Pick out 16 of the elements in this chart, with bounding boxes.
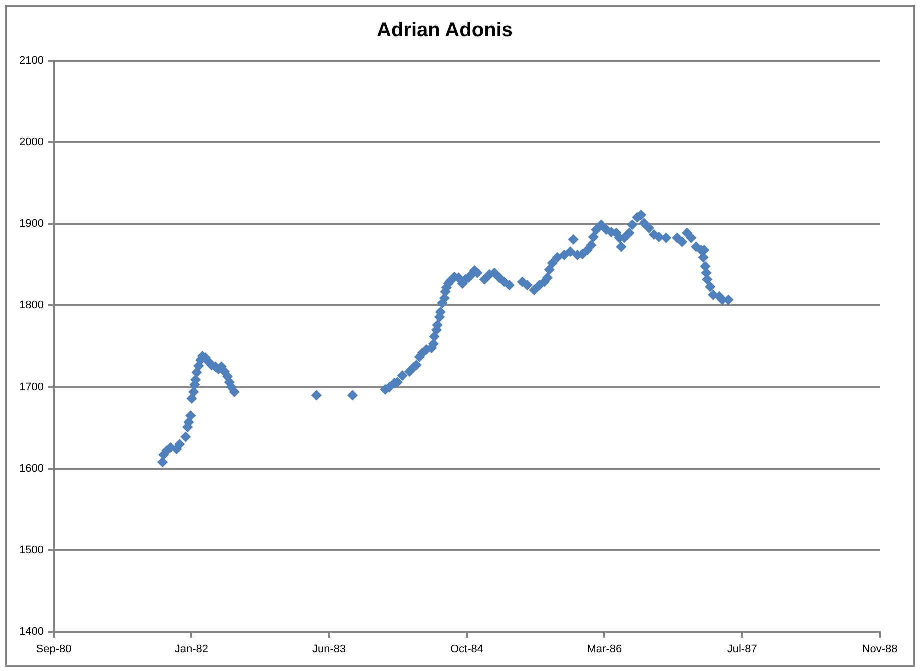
y-tick-label: 1900 (20, 218, 44, 230)
x-tick-label: Oct-84 (450, 644, 484, 656)
y-tick-label: 2100 (20, 55, 44, 68)
x-tick-label: Mar-86 (587, 644, 622, 656)
y-tick-label: 1800 (20, 300, 44, 312)
x-tick-label: Sep-80 (36, 644, 72, 656)
x-tick-label: Jun-83 (312, 644, 346, 656)
x-tick-label: Nov-88 (862, 644, 898, 656)
y-tick-label: 1700 (20, 381, 44, 394)
y-tick-label: 1400 (20, 626, 44, 638)
y-tick-label: 1500 (20, 544, 44, 556)
x-tick-label: Jan-82 (174, 644, 208, 656)
y-tick-label: 1600 (20, 462, 44, 475)
y-tick-label: 2000 (20, 136, 44, 149)
chart-title: Adrian Adonis (377, 20, 513, 42)
x-tick-label: Jul-87 (727, 644, 758, 656)
